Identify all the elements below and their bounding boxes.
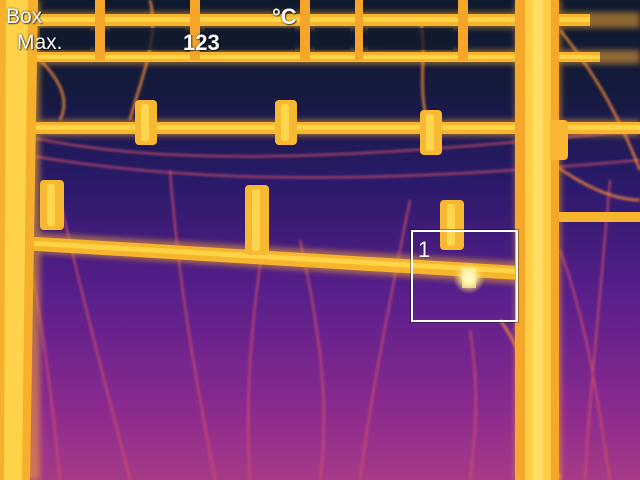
max-temperature-label: Max. <box>17 31 63 54</box>
measure-mode-label: Box <box>6 5 43 28</box>
poles <box>0 0 559 480</box>
temperature-unit-label: °C <box>272 4 297 29</box>
struts <box>95 0 468 60</box>
hotspot <box>453 262 485 294</box>
measurement-box[interactable] <box>411 230 518 322</box>
max-temperature-value: 123 <box>183 30 220 55</box>
insulator-highlights <box>47 104 455 251</box>
measurement-box-id: 1 <box>418 237 431 262</box>
sky-gaps <box>40 28 453 50</box>
